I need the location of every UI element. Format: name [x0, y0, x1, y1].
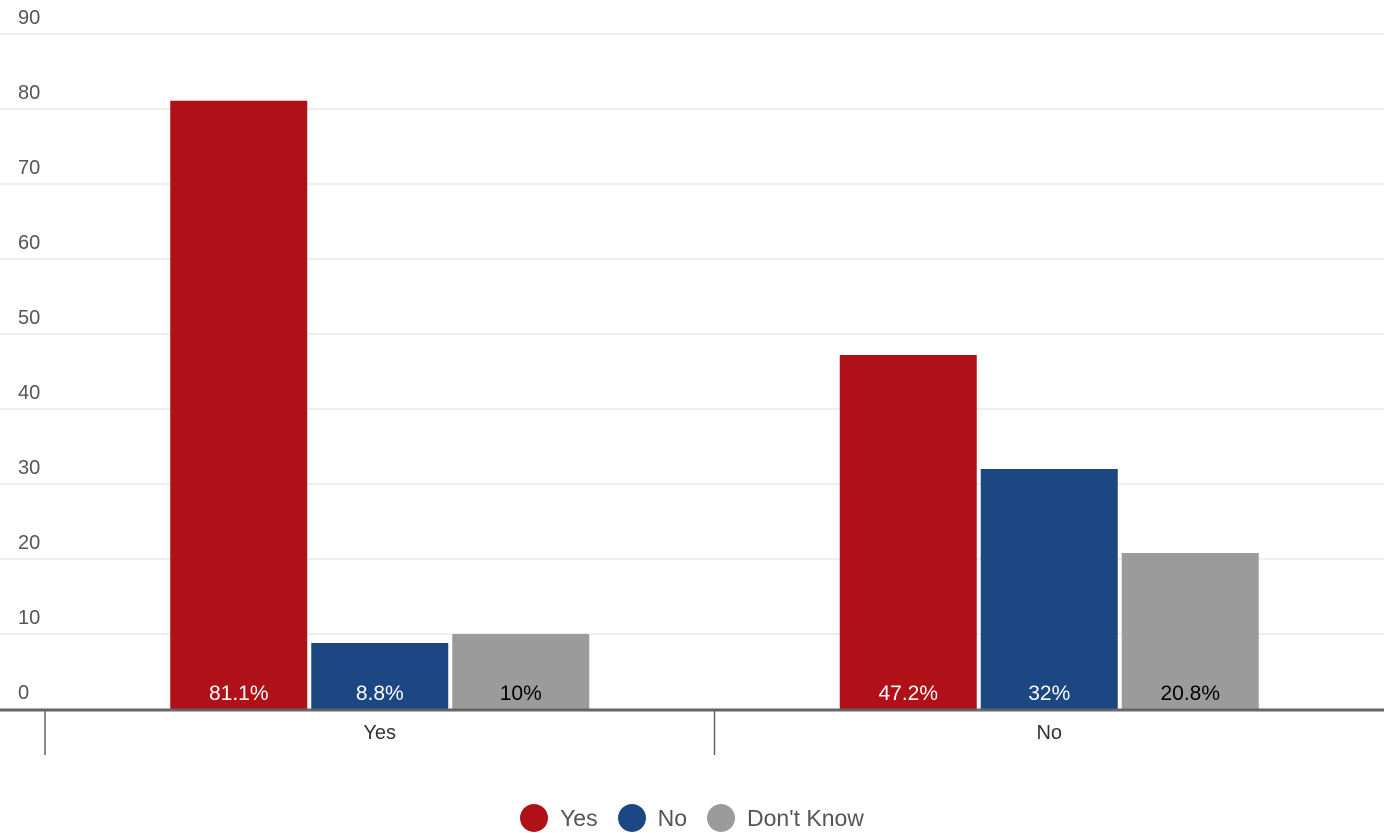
category-label: Yes — [363, 722, 396, 744]
legend: Yes No Don't Know — [0, 800, 1384, 833]
bar — [170, 100, 308, 709]
legend-label: No — [657, 804, 688, 831]
bar — [311, 643, 449, 709]
x-axis — [0, 708, 1384, 755]
y-axis-ticks: 0 10 20 30 40 50 60 70 80 90 — [18, 7, 40, 704]
bar — [1121, 553, 1259, 709]
legend-swatch — [707, 804, 736, 832]
bar — [980, 469, 1118, 709]
y-tick-label: 90 — [18, 7, 40, 29]
legend-label: Don't Know — [747, 804, 864, 831]
bar-value-label: 32% — [1028, 682, 1070, 705]
y-tick-label: 20 — [18, 532, 40, 554]
legend-swatch — [617, 804, 646, 832]
y-tick-label: 60 — [18, 232, 40, 254]
bar — [452, 634, 590, 709]
legend-item: Don't Know — [707, 804, 864, 832]
y-tick-label: 10 — [18, 607, 40, 629]
y-tick-label: 70 — [18, 157, 40, 179]
bar-value-label: 20.8% — [1160, 682, 1220, 705]
y-tick-label: 80 — [18, 82, 40, 104]
y-tick-label: 0 — [18, 682, 29, 704]
bar — [839, 355, 977, 709]
bar-labels: 81.1% 8.8% 10% 47.2% 32% 20.8% — [209, 682, 1220, 705]
legend-item: No — [617, 804, 688, 832]
bar-value-label: 10% — [500, 682, 542, 705]
y-tick-label: 30 — [18, 457, 40, 479]
category-label: No — [1036, 722, 1062, 744]
y-tick-label: 40 — [18, 382, 40, 404]
legend-swatch — [520, 804, 549, 832]
legend-item: Yes — [520, 804, 598, 832]
legend-label: Yes — [560, 804, 598, 831]
bar-value-label: 8.8% — [356, 682, 404, 705]
bar-chart: 0 10 20 30 40 50 60 70 80 90 81.1% 8.8% 10% 47.2% 32%… — [0, 7, 1384, 755]
y-tick-label: 50 — [18, 307, 40, 329]
bar-value-label: 47.2% — [878, 682, 938, 705]
bar-value-label: 81.1% — [209, 682, 269, 705]
bars — [170, 100, 1259, 709]
category-labels: Yes No — [363, 722, 1062, 744]
